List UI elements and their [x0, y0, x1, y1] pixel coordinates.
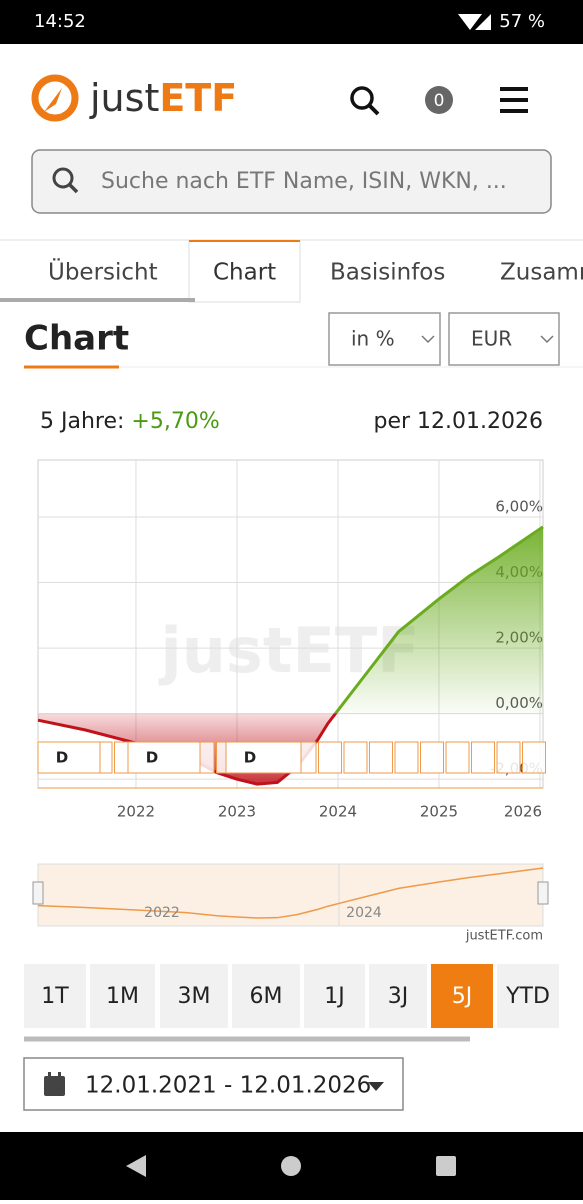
menu-button[interactable]	[500, 87, 528, 113]
logo-suffix: ETF	[159, 76, 237, 120]
dividend-slot	[445, 741, 470, 774]
period-label: 5 Jahre:	[40, 409, 124, 434]
status-bar	[0, 0, 583, 44]
active-tab-box	[188, 239, 301, 303]
range-button[interactable]	[304, 964, 365, 1028]
wifi-icon	[458, 14, 482, 30]
recents-button[interactable]	[436, 1156, 456, 1176]
signal-icon	[475, 14, 491, 30]
tab[interactable]: Basisinfos	[330, 260, 445, 286]
dividend-slot	[420, 741, 444, 774]
navigator-label: 2022	[144, 905, 180, 921]
dividend-box[interactable]	[127, 741, 201, 774]
search-input[interactable]	[31, 149, 552, 214]
dividend-marker: D	[244, 749, 256, 767]
x-tick-label: 2022	[117, 803, 155, 821]
date-caret	[368, 1082, 384, 1091]
navigator-handle[interactable]	[537, 881, 549, 905]
logo-needle	[44, 88, 62, 112]
dividend-slot	[522, 741, 546, 774]
range-button-label: 1M	[106, 984, 139, 1009]
range-button-label: 1J	[324, 984, 345, 1009]
tab[interactable]: Übersicht	[48, 258, 158, 286]
dividend-box[interactable]	[37, 741, 101, 774]
select[interactable]	[448, 312, 560, 366]
home-button[interactable]	[281, 1156, 301, 1176]
search-icon	[52, 167, 74, 189]
chart: justETF6,00%4,00%2,00%0,00%-2,00%2022202…	[37, 459, 546, 821]
navigator-handle[interactable]	[32, 881, 44, 905]
as-of-date: per 12.01.2026	[373, 409, 543, 434]
search-button[interactable]	[350, 86, 380, 116]
dividend-slot	[369, 741, 393, 774]
dividend-slot	[394, 741, 419, 774]
clock: 14:52	[34, 11, 86, 32]
range-button-label: 1T	[41, 984, 69, 1009]
dividend-slot	[496, 741, 521, 774]
search-placeholder: Suche nach ETF Name, ISIN, WKN, ...	[101, 169, 507, 194]
dividend-marker: D	[56, 749, 68, 767]
select-caret	[540, 335, 554, 344]
range-button[interactable]	[90, 964, 155, 1028]
range-button-label: 5J	[452, 984, 473, 1009]
navigator[interactable]: 2022 2024 justETF.com	[32, 863, 549, 944]
dividend-slot	[343, 741, 368, 774]
dividend-slot	[471, 741, 495, 774]
selects: in % EUR	[328, 312, 560, 366]
range-buttons: 1T 1M 3M 6M 1J 3J 5J YTD	[24, 964, 559, 1028]
date-range: 12.01.2021 - 12.01.2026	[85, 1073, 371, 1099]
range-button[interactable]	[497, 964, 559, 1028]
battery: 57 %	[499, 11, 545, 32]
cart-badge[interactable]	[425, 86, 453, 114]
x-tick-label: 2023	[218, 803, 256, 821]
range-button[interactable]	[431, 964, 493, 1028]
select[interactable]	[328, 312, 441, 366]
x-tick-label: 2024	[319, 803, 357, 821]
logo[interactable]: justETF	[31, 74, 237, 122]
range-button[interactable]	[232, 964, 300, 1028]
range-button[interactable]	[160, 964, 228, 1028]
range-button[interactable]	[369, 964, 427, 1028]
range-button-label: 3J	[388, 984, 409, 1009]
navigator-line	[37, 867, 544, 919]
navigator-label: 2024	[346, 905, 382, 921]
select-caret	[421, 335, 435, 344]
logo-prefix: just	[89, 76, 159, 120]
cart-count: 0	[434, 91, 445, 111]
navigator-bg	[37, 863, 544, 927]
tab[interactable]: Zusammensetzung	[500, 260, 583, 286]
x-tick-label: 2026	[504, 803, 542, 821]
logo-text: justETF	[89, 76, 237, 120]
dividend-box[interactable]	[225, 741, 302, 774]
x-tick-label: 2025	[420, 803, 458, 821]
tab-bar: Übersicht Chart Basisinfos Zusammensetzung	[48, 258, 583, 286]
logo-icon	[31, 74, 79, 122]
range-button-label: 3M	[178, 984, 211, 1009]
performance-line: 5 Jahre: +5,70%	[40, 409, 220, 434]
tab[interactable]: Chart	[213, 260, 276, 286]
dividend-slot	[318, 741, 342, 774]
section-title: Chart	[24, 319, 129, 359]
range-button-label: 6M	[250, 984, 283, 1009]
range-button-label: YTD	[505, 984, 550, 1009]
select-label: in %	[351, 327, 395, 351]
select-label: EUR	[471, 327, 512, 351]
date-range-box[interactable]	[23, 1057, 404, 1111]
back-button[interactable]	[126, 1155, 146, 1177]
range-button[interactable]	[24, 964, 86, 1028]
area	[38, 526, 543, 785]
calendar-icon	[44, 1072, 65, 1096]
performance-value: +5,70%	[131, 409, 219, 434]
y-tick-label: 6,00%	[495, 498, 543, 516]
dividend-marker: D	[146, 749, 158, 767]
search-icon-handle	[67, 182, 79, 194]
source-label: justETF.com	[465, 929, 543, 944]
